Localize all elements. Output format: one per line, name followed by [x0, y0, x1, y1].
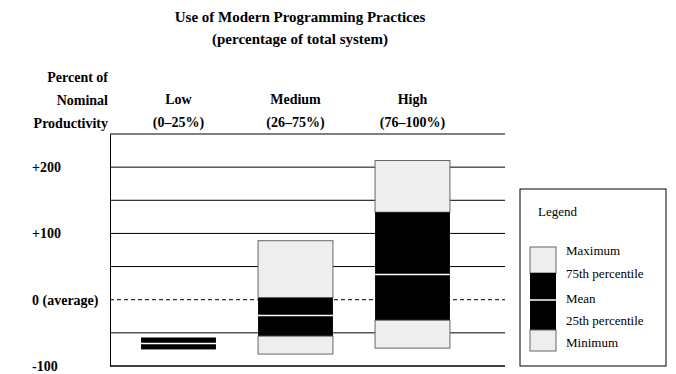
legend-swatch: [530, 247, 556, 273]
legend-label: 25th percentile: [566, 313, 644, 328]
range-end-line: [110, 366, 505, 367]
subtitle: (percentage of total system): [212, 31, 388, 48]
y-axis-title: Percent ofNominalProductivity: [34, 70, 109, 131]
y-tick: -100: [32, 359, 110, 374]
mean-line: [141, 343, 216, 345]
y-tick-label: 0 (average): [32, 293, 99, 309]
legend-title: Legend: [538, 204, 577, 219]
grid-line: [110, 366, 505, 367]
legend-label: 75th percentile: [566, 266, 644, 281]
grid: [110, 134, 505, 366]
lower-range: [141, 349, 216, 350]
title: Use of Modern Programming Practices: [175, 9, 426, 25]
legend-swatch-mean: [530, 299, 556, 301]
lower-quartile-box: [375, 275, 450, 321]
range-end-line: [110, 134, 505, 135]
marks: [141, 161, 450, 355]
lower-range: [258, 336, 333, 354]
x-axis: Low(0–25%) Medium(26–75%) High(76–100%): [153, 92, 446, 131]
legend: Legend Maximum 75th percentile Mean 25th per…: [520, 189, 666, 366]
upper-quartile-box: [258, 298, 333, 316]
legend-swatch: [530, 330, 556, 351]
legend-label: Mean: [566, 291, 596, 306]
legend-swatch: [530, 300, 556, 330]
legend-swatch: [530, 273, 556, 300]
y-tick-label: +200: [32, 160, 61, 175]
y-tick-label: +100: [32, 226, 61, 241]
chart: Use of Modern Programming Practices (perc…: [0, 0, 676, 374]
y-tick: 0 (average): [32, 293, 110, 309]
legend-label: Minimum: [566, 335, 618, 350]
x-tick: High(76–100%): [380, 92, 446, 131]
lower-range: [375, 320, 450, 348]
legend-label: Maximum: [566, 243, 620, 258]
upper-range: [258, 241, 333, 298]
y-tick: +100: [32, 226, 110, 241]
lower-quartile-box: [258, 316, 333, 337]
upper-quartile-box: [141, 337, 216, 343]
lower-quartile-box: [141, 343, 216, 349]
legend-box: [520, 189, 666, 366]
mean-line: [258, 315, 333, 317]
upper-quartile-box: [375, 212, 450, 274]
y-axis-line: [110, 135, 111, 367]
x-tick-label: High(76–100%): [380, 92, 446, 131]
x-tick: Medium(26–75%): [266, 92, 325, 131]
y-axis: -100 0 (average) +100 +200: [32, 135, 111, 374]
x-tick: Low(0–25%): [153, 92, 205, 131]
mean-line: [375, 274, 450, 276]
upper-range: [375, 161, 450, 213]
x-tick-label: Medium(26–75%): [266, 92, 325, 131]
x-tick-label: Low(0–25%): [153, 92, 205, 131]
y-tick: +200: [32, 160, 110, 175]
y-tick-label: -100: [32, 359, 58, 374]
